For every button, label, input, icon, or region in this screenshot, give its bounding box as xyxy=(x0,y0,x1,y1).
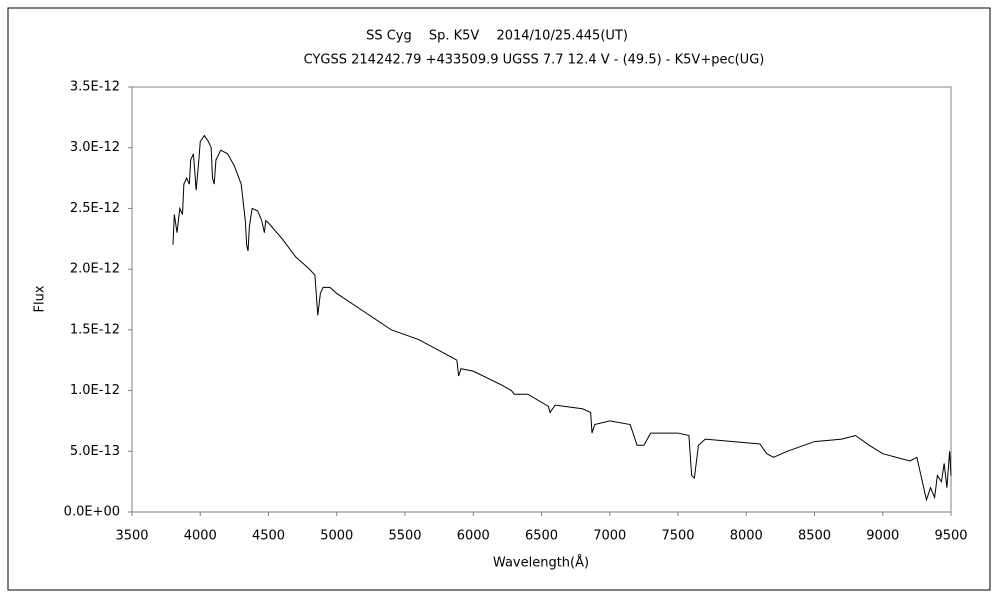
x-tick-label: 4000 xyxy=(184,529,217,544)
y-tick-label: 2.5E-12 xyxy=(70,201,120,216)
x-tick-label: 3500 xyxy=(115,529,148,544)
x-tick-label: 9500 xyxy=(934,529,967,544)
y-tick-label: 1.5E-12 xyxy=(70,322,120,337)
x-tick-label: 6000 xyxy=(457,529,490,544)
y-tick-label: 0.0E+00 xyxy=(64,505,120,520)
chart-subtitle: CYGSS 214242.79 +433509.9 UGSS 7.7 12.4 … xyxy=(304,53,765,68)
y-tick-label: 3.5E-12 xyxy=(70,80,120,95)
x-tick-label: 7500 xyxy=(661,529,694,544)
y-axis-label: Flux xyxy=(33,285,48,312)
x-tick-label: 4500 xyxy=(252,529,285,544)
frame xyxy=(7,7,991,591)
y-tick-label: 1.0E-12 xyxy=(70,383,120,398)
x-tick-label: 9000 xyxy=(866,529,899,544)
x-tick-label: 8500 xyxy=(798,529,831,544)
y-tick-label: 2.0E-12 xyxy=(70,262,120,277)
x-axis-label: Wavelength(Å) xyxy=(493,555,589,571)
chart-title: SS Cyg Sp. K5V 2014/10/25.445(UT) xyxy=(366,29,628,44)
x-tick-label: 6500 xyxy=(525,529,558,544)
y-tick-label: 5.0E-13 xyxy=(70,444,120,459)
x-tick-label: 8000 xyxy=(730,529,763,544)
x-tick-label: 5500 xyxy=(388,529,421,544)
x-tick-label: 7000 xyxy=(593,529,626,544)
spectrum-line xyxy=(172,134,952,502)
x-tick-label: 5000 xyxy=(320,529,353,544)
y-tick-label: 3.0E-12 xyxy=(70,140,120,155)
